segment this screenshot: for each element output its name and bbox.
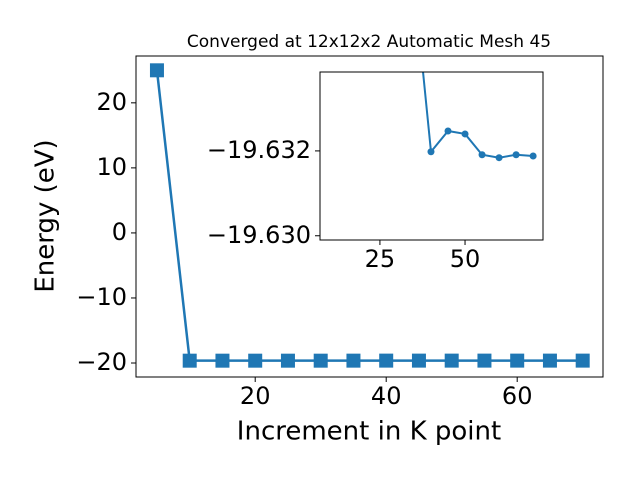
y-tick-label: 10 [96,153,127,181]
marker [427,148,435,156]
y-tick-label: 20 [96,88,127,116]
y-tick-label: 0 [112,218,127,246]
marker [510,353,525,368]
marker [411,353,426,368]
plot [422,72,537,162]
y-tick-label: −20 [76,348,127,376]
y-tick-label: −19.630 [207,221,311,249]
marker [149,63,164,78]
marker [575,353,590,368]
marker [346,353,361,368]
marker [495,154,503,162]
plot [149,63,590,368]
marker [182,353,197,368]
marker [529,152,537,160]
y-tick-label: −19.632 [207,136,311,164]
marker [379,353,394,368]
marker [542,353,557,368]
x-axis-label: Increment in K point [237,417,501,447]
axes-frame [319,71,544,241]
marker [280,353,295,368]
marker [248,353,263,368]
x-tick-label: 50 [450,245,481,273]
marker [512,151,520,159]
marker [461,130,469,138]
marker [477,353,492,368]
x-tick-label: 20 [240,382,271,410]
y-tick-label: −10 [76,283,127,311]
marker [313,353,328,368]
marker [478,151,486,159]
marker [215,353,230,368]
x-tick-label: 40 [371,382,402,410]
x-tick-label: 25 [365,245,396,273]
chart-title: Converged at 12x12x2 Automatic Mesh 45 [187,32,551,52]
marker [444,353,459,368]
axes-frame [135,55,604,378]
marker [444,127,452,135]
x-tick-label: 60 [502,382,533,410]
y-axis-label: Energy (eV) [31,139,61,292]
